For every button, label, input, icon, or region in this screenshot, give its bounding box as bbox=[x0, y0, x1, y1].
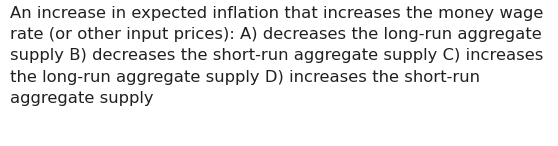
Text: An increase in expected inflation that increases the money wage
rate (or other i: An increase in expected inflation that i… bbox=[10, 6, 543, 106]
